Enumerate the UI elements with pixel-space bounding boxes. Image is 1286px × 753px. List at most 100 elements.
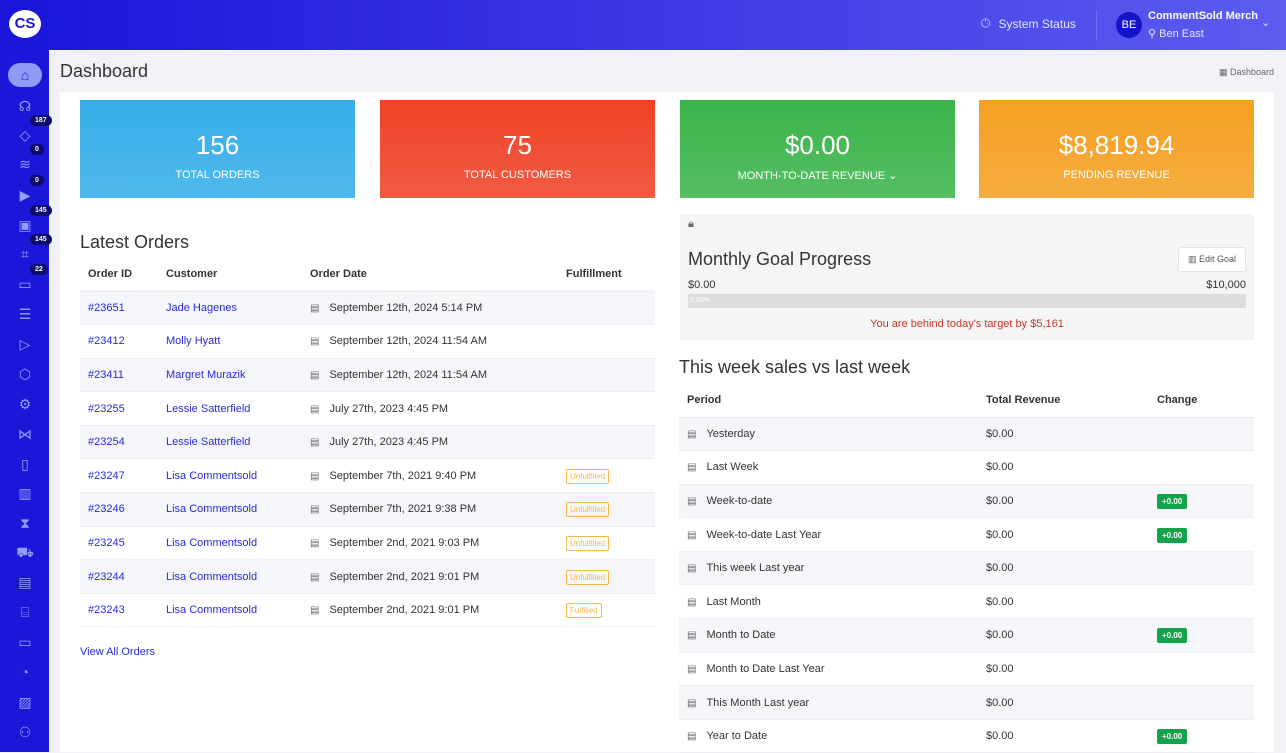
table-row: ▤ This Month Last year $0.00 — [679, 685, 1254, 720]
customer-link[interactable]: Lisa Commentsold — [166, 536, 258, 549]
customer-link[interactable]: Lisa Commentsold — [166, 469, 258, 482]
table-row: ▤ Month to Date $0.00 +0.00 — [679, 618, 1254, 653]
sidebar-item-package[interactable]: ⬡ — [8, 362, 42, 386]
goal-title: Monthly Goal Progress — [688, 249, 872, 269]
chevron-down-icon[interactable]: ⌄ — [1261, 17, 1271, 29]
customer-link[interactable]: Lessie Satterfield — [166, 402, 251, 415]
share-icon: ⋈ — [18, 425, 32, 442]
sidebar-item-cards[interactable]: ▭ — [8, 630, 42, 654]
breadcrumb[interactable]: ▦ Dashboard — [1218, 67, 1274, 77]
customer-link[interactable]: Lisa Commentsold — [166, 570, 258, 583]
sidebar-item-user-list[interactable]: ☰ — [8, 302, 42, 326]
stat-card[interactable]: $0.00 Month-to-date Revenue ⌄ — [680, 100, 955, 198]
column-header: Fulfillment — [558, 258, 655, 292]
order-id-link[interactable]: #23651 — [88, 301, 125, 314]
box-icon: ▣ — [18, 216, 32, 233]
home-icon: ⌂ — [20, 67, 30, 83]
sidebar-item-image[interactable]: ▨ — [8, 690, 42, 714]
edit-goal-button[interactable]: ▥ Edit Goal — [1177, 247, 1246, 272]
system-status-link[interactable]: 🕓︎ System Status — [981, 16, 1076, 31]
sidebar-item-chart[interactable]: ▥ — [8, 481, 42, 505]
calendar-icon: ▤ — [687, 495, 697, 507]
user-name[interactable]: ⚲ Ben East — [1148, 28, 1204, 40]
sidebar-item-hourglass[interactable]: ⧗ — [8, 511, 42, 535]
sidebar-item-tag[interactable]: ◇ 187 — [8, 115, 52, 147]
order-id-link[interactable]: #23245 — [88, 536, 125, 549]
video-icon: ▷ — [19, 335, 31, 352]
sidebar-item-play[interactable]: ▶ 0 — [8, 175, 44, 207]
avatar[interactable]: BE — [1116, 12, 1142, 38]
goal-message: You are behind today's target by $5,161 — [870, 318, 1064, 330]
top-header: 🕓︎ System Status BE CommentSold Merch ⚲ B… — [49, 0, 1286, 50]
calendar-icon: ▤ — [687, 596, 697, 608]
user-icon: ⚲ — [1148, 28, 1160, 40]
table-row: ▤ Yesterday $0.00 — [679, 417, 1254, 452]
calendar-icon: ▤ — [310, 437, 320, 449]
column-header: Customer — [158, 258, 302, 292]
customer-link[interactable]: Margret Murazik — [166, 368, 246, 381]
cart-icon: ⛟ — [16, 543, 34, 560]
order-id-link[interactable]: #23244 — [88, 570, 125, 583]
sidebar-item-feed[interactable]: ≋ 0 — [8, 144, 44, 176]
total-revenue: $0.00 — [978, 719, 1149, 753]
fulfillment-badge: Unfulfilled — [566, 569, 610, 585]
sidebar-item-news[interactable]: ▤ — [8, 570, 42, 594]
order-id-link[interactable]: #23412 — [88, 335, 125, 348]
order-date: September 12th, 2024 11:54 AM — [329, 335, 488, 348]
table-row: #23254 Lessie Satterfield ▤ July 27th, 2023… — [80, 425, 655, 460]
sidebar-item-share[interactable]: ⋈ — [8, 422, 42, 446]
calendar-icon: ▤ — [310, 302, 320, 314]
merchant-name[interactable]: CommentSold Merch — [1148, 10, 1259, 22]
fulfillment-badge: Unfulfilled — [566, 535, 610, 551]
order-id-link[interactable]: #23255 — [88, 402, 125, 415]
fulfillment-badge: Fulfilled — [566, 603, 602, 619]
lock-icon: 🔒︎ — [688, 218, 694, 230]
clock-icon: 🕓︎ — [981, 16, 991, 30]
stat-value: 156 — [195, 130, 240, 160]
sidebar-item-cart[interactable]: ⛟ — [8, 541, 42, 565]
sidebar-item-team[interactable]: ⚇ — [8, 720, 42, 744]
customer-link[interactable]: Jade Hagenes — [166, 301, 237, 314]
table-row: ▤ This week Last year $0.00 — [679, 551, 1254, 586]
customer-link[interactable]: Lisa Commentsold — [166, 503, 258, 516]
count-badge: 22 — [30, 264, 48, 275]
news-icon: ▤ — [18, 573, 32, 590]
gear-icon: ⚙ — [18, 395, 32, 412]
order-date: September 12th, 2024 5:14 PM — [329, 301, 483, 314]
sidebar-item-headset[interactable]: ☊ — [8, 94, 42, 118]
logo[interactable]: CS — [9, 10, 41, 38]
total-revenue: $0.00 — [978, 652, 1149, 687]
view-all-orders-link[interactable]: View All Orders — [80, 646, 155, 658]
sidebar-item-home[interactable]: ⌂ — [8, 63, 42, 87]
sidebar-item-ticket[interactable]: ▭ 22 — [8, 264, 48, 296]
sidebar-item-mobile[interactable]: ▯ — [8, 452, 42, 476]
table-row: ▤ Year to Date $0.00 +0.00 — [679, 719, 1254, 753]
sidebar-item-gear[interactable]: ⚙ — [8, 392, 42, 416]
sidebar-item-scan[interactable]: ⌗ 145 — [8, 234, 52, 266]
sidebar-item-video[interactable]: ▷ — [8, 332, 42, 356]
order-id-link[interactable]: #23243 — [88, 604, 125, 617]
customer-link[interactable]: Lessie Satterfield — [166, 436, 251, 449]
table-row: #23245 Lisa Commentsold ▤ September 2nd, 20… — [80, 526, 655, 561]
order-date: July 27th, 2023 4:45 PM — [329, 436, 449, 449]
sidebar-item-store[interactable]: ⌸ — [8, 600, 42, 624]
table-row: ▤ Last Month $0.00 — [679, 584, 1254, 620]
order-id-link[interactable]: #23254 — [88, 436, 125, 449]
order-id-link[interactable]: #23411 — [88, 368, 124, 381]
order-id-link[interactable]: #23247 — [88, 469, 125, 482]
sidebar-item-box[interactable]: ▣ 145 — [8, 205, 52, 237]
period: Month to Date — [706, 629, 776, 642]
order-id-link[interactable]: #23246 — [88, 503, 125, 516]
total-revenue: $0.00 — [978, 551, 1149, 586]
total-revenue: $0.00 — [978, 584, 1149, 620]
customer-link[interactable]: Molly Hyatt — [166, 335, 221, 348]
feed-icon: ≋ — [19, 155, 31, 172]
table-row: ▤ Last Week $0.00 — [679, 450, 1254, 485]
calendar-icon: ▤ — [687, 462, 697, 474]
period: Year to Date — [706, 730, 768, 743]
sidebar-item-palette[interactable]: ◔ — [8, 660, 42, 684]
customer-link[interactable]: Lisa Commentsold — [166, 604, 258, 617]
period: Last Week — [706, 461, 759, 474]
table-row: #23412 Molly Hyatt ▤ September 12th, 2024 1… — [80, 324, 655, 359]
calendar-icon: ▤ — [310, 537, 320, 549]
